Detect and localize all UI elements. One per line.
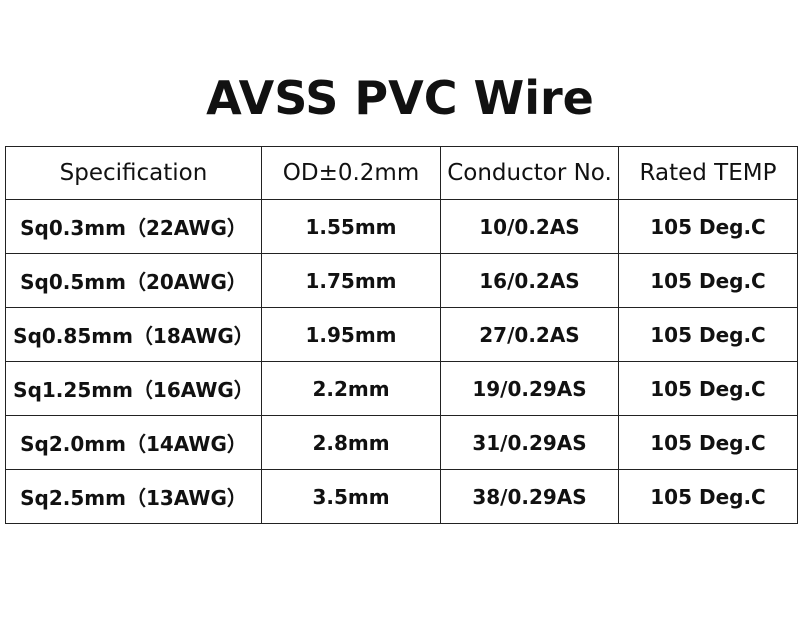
table-cell: Sq0.3mm（22AWG） [5, 199, 262, 254]
title: AVSS PVC Wire [206, 71, 594, 125]
table-row: Sq2.5mm（13AWG） 3.5mm 38/0.29AS 105 Deg.C [5, 469, 798, 524]
header-cell: Rated TEMP [618, 146, 798, 200]
table-cell: 2.8mm [261, 415, 441, 470]
table-row: Sq2.0mm（14AWG） 2.8mm 31/0.29AS 105 Deg.C [5, 415, 798, 470]
table-cell: Sq0.5mm（20AWG） [5, 253, 262, 308]
table-cell: 105 Deg.C [618, 361, 798, 416]
table-cell: 105 Deg.C [618, 469, 798, 524]
table-cell: 2.2mm [261, 361, 441, 416]
table-row: Sq0.3mm（22AWG） 1.55mm 10/0.2AS 105 Deg.C [5, 199, 798, 254]
header-cell: Conductor No. [440, 146, 619, 200]
header-cell: Specification [5, 146, 262, 200]
table-cell: 19/0.29AS [440, 361, 619, 416]
table-cell: 1.75mm [261, 253, 441, 308]
table-cell: Sq2.5mm（13AWG） [5, 469, 262, 524]
table-row: Sq1.25mm（16AWG） 2.2mm 19/0.29AS 105 Deg.C [5, 361, 798, 416]
table-cell: 105 Deg.C [618, 415, 798, 470]
table-cell: 1.55mm [261, 199, 441, 254]
table-cell: 38/0.29AS [440, 469, 619, 524]
table-cell: 105 Deg.C [618, 307, 798, 362]
table-cell: Sq0.85mm（18AWG） [5, 307, 262, 362]
table-cell: 105 Deg.C [618, 199, 798, 254]
table-cell: 16/0.2AS [440, 253, 619, 308]
table-cell: 105 Deg.C [618, 253, 798, 308]
table-cell: 1.95mm [261, 307, 441, 362]
table-cell: Sq2.0mm（14AWG） [5, 415, 262, 470]
spec-table: Specification OD±0.2mm Conductor No. Rated … [5, 146, 798, 524]
table-row: Sq0.85mm（18AWG） 1.95mm 27/0.2AS 105 Deg.C [5, 307, 798, 362]
table-cell: 27/0.2AS [440, 307, 619, 362]
header-cell: OD±0.2mm [261, 146, 441, 200]
table-cell: 10/0.2AS [440, 199, 619, 254]
table-cell: 31/0.29AS [440, 415, 619, 470]
table-cell: Sq1.25mm（16AWG） [5, 361, 262, 416]
header-row: Specification OD±0.2mm Conductor No. Rated … [5, 146, 798, 200]
table-row: Sq0.5mm（20AWG） 1.75mm 16/0.2AS 105 Deg.C [5, 253, 798, 308]
table-cell: 3.5mm [261, 469, 441, 524]
